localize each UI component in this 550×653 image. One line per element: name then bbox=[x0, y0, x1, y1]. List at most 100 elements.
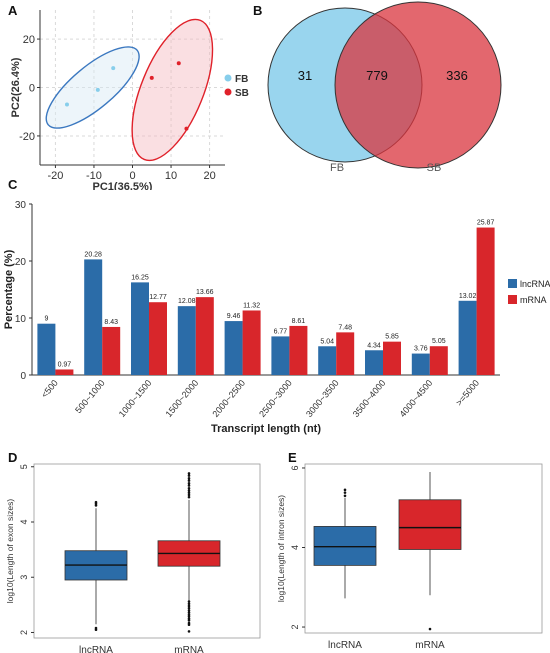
outlier-point bbox=[187, 482, 191, 485]
bar-value-label: 25.87 bbox=[477, 220, 495, 227]
bar-lncrna bbox=[37, 323, 56, 375]
x-tick-label: 4000~4500 bbox=[398, 378, 435, 419]
bar-value-label: 4.34 bbox=[367, 342, 381, 349]
outlier-point bbox=[428, 627, 432, 631]
outlier-point bbox=[187, 609, 191, 612]
y-tick-label: 20 bbox=[23, 34, 35, 46]
panel-e: E 2 4 6 lncRNA mRNA log10(Length of intron si… bbox=[275, 448, 550, 653]
bar-mrna bbox=[242, 310, 261, 375]
length-bar-chart: 0 10 20 30 9 0.97 <500 20.28 8.43 500~1000 16.25 12… bbox=[3, 200, 550, 435]
panel-letter-c: C bbox=[8, 177, 18, 192]
y-tick-label: 5 bbox=[19, 464, 29, 469]
legend-label-sb: SB bbox=[235, 88, 249, 99]
x-tick-label: 1000~1500 bbox=[117, 378, 154, 419]
outlier-point bbox=[94, 626, 98, 630]
bar-mrna bbox=[383, 341, 401, 375]
sb-point bbox=[176, 61, 181, 66]
exon-boxplot: 2 3 4 5 lncRNA mRNA log10(Length of exon sizes… bbox=[5, 463, 261, 653]
x-tick-label: 2000~2500 bbox=[210, 378, 247, 419]
outlier-point bbox=[187, 495, 191, 499]
x-tick-label: 10 bbox=[165, 170, 177, 182]
intron-boxplot: 2 4 6 lncRNA mRNA log10(Length of intron size… bbox=[276, 463, 543, 651]
y-axis-label: Percentage (%) bbox=[3, 249, 15, 329]
fb-ellipse bbox=[45, 46, 140, 129]
x-tick-label: 3500~4000 bbox=[351, 378, 388, 419]
outlier-point bbox=[187, 489, 191, 492]
panel-d: D 2 3 4 5 lncRNA mRNA log10(Length of exon siz… bbox=[0, 448, 275, 653]
y-tick-label: 30 bbox=[15, 200, 27, 211]
bar-lncrna bbox=[177, 306, 196, 375]
outlier-point bbox=[94, 500, 98, 504]
y-tick-label: 0 bbox=[29, 83, 35, 95]
x-tick-label: >=5000 bbox=[454, 378, 481, 408]
panel-letter-e: E bbox=[288, 450, 297, 465]
legend-swatch-lncrna bbox=[508, 279, 517, 288]
bar-mrna bbox=[429, 346, 448, 375]
y-tick-label: 2 bbox=[290, 625, 300, 630]
legend-label-fb: FB bbox=[235, 74, 248, 85]
bar-lncrna bbox=[224, 321, 243, 375]
bar-mrna bbox=[149, 302, 167, 375]
y-tick-label: 10 bbox=[15, 314, 27, 325]
legend-label-lncrna: lncRNA bbox=[520, 279, 550, 289]
x-tick-label: lncRNA bbox=[79, 645, 113, 653]
outlier-point bbox=[187, 493, 191, 497]
y-tick-label: 6 bbox=[290, 465, 300, 470]
outlier-point bbox=[187, 600, 191, 603]
bar-value-label: 12.77 bbox=[149, 294, 167, 301]
outlier-point bbox=[187, 602, 191, 606]
bar-lncrna bbox=[84, 259, 103, 375]
y-tick-label: 0 bbox=[20, 371, 26, 382]
outlier-point bbox=[187, 477, 191, 480]
y-axis-label: log10(Length of intron sizes) bbox=[276, 495, 286, 602]
bar-value-label: 9 bbox=[44, 316, 48, 323]
bar-mrna bbox=[102, 326, 121, 375]
legend-swatch-mrna bbox=[508, 295, 517, 304]
bar-value-label: 5.85 bbox=[385, 334, 399, 341]
outlier-point bbox=[343, 488, 347, 492]
x-tick-label: <500 bbox=[39, 378, 60, 400]
sb-point bbox=[149, 75, 154, 80]
x-tick-label: 20 bbox=[203, 170, 215, 182]
pca-chart: -20 -10 0 10 20 -20 0 20 PC1(36.5%) PC2(26.4%) FB S… bbox=[10, 10, 249, 190]
bar-lncrna bbox=[131, 282, 149, 375]
outlier-point bbox=[187, 621, 191, 625]
bar-value-label: 20.28 bbox=[84, 251, 102, 258]
outlier-point bbox=[187, 484, 191, 487]
outlier-point bbox=[187, 474, 191, 477]
venn-count-sb-only: 336 bbox=[446, 68, 468, 83]
panel-letter-a: A bbox=[8, 3, 18, 18]
x-tick-label: 3000~3500 bbox=[304, 378, 341, 419]
outlier-point bbox=[187, 606, 191, 610]
bar-value-label: 6.77 bbox=[274, 328, 288, 335]
bar-value-label: 13.66 bbox=[196, 289, 214, 296]
x-tick-label: mRNA bbox=[415, 640, 445, 651]
bar-lncrna bbox=[458, 300, 477, 375]
bar-value-label: 9.46 bbox=[227, 313, 241, 320]
y-tick-label: 20 bbox=[15, 257, 27, 268]
x-axis-label: Transcript length (nt) bbox=[211, 423, 321, 435]
bar-mrna bbox=[476, 227, 495, 375]
bar-value-label: 12.08 bbox=[178, 298, 196, 305]
plot-border bbox=[304, 463, 543, 634]
panel-b: B 31 779 336 FB SB bbox=[250, 0, 550, 190]
outlier-point bbox=[187, 630, 191, 633]
plot-border bbox=[33, 463, 261, 639]
bar-mrna bbox=[55, 369, 74, 375]
outlier-point bbox=[187, 617, 191, 620]
x-tick-label: 1500~2000 bbox=[164, 378, 201, 419]
outlier-point bbox=[343, 494, 347, 498]
bar-lncrna bbox=[411, 353, 430, 375]
bar-value-label: 11.32 bbox=[243, 302, 260, 309]
bar-value-label: 0.97 bbox=[58, 361, 72, 368]
outlier-point bbox=[187, 491, 191, 495]
y-axis-label: log10(Length of exon sizes) bbox=[5, 499, 15, 604]
y-tick-label: -20 bbox=[19, 131, 35, 143]
x-tick-label: lncRNA bbox=[328, 640, 362, 651]
x-tick-label: -10 bbox=[86, 170, 102, 182]
outlier-point bbox=[343, 491, 347, 494]
bar-value-label: 7.48 bbox=[338, 324, 352, 331]
x-tick-label: 0 bbox=[129, 170, 135, 182]
panel-a: A -20 -10 0 10 20 -20 0 20 PC1(36.5%) PC2(26.4%) F… bbox=[0, 0, 250, 190]
outlier-point bbox=[187, 604, 191, 608]
